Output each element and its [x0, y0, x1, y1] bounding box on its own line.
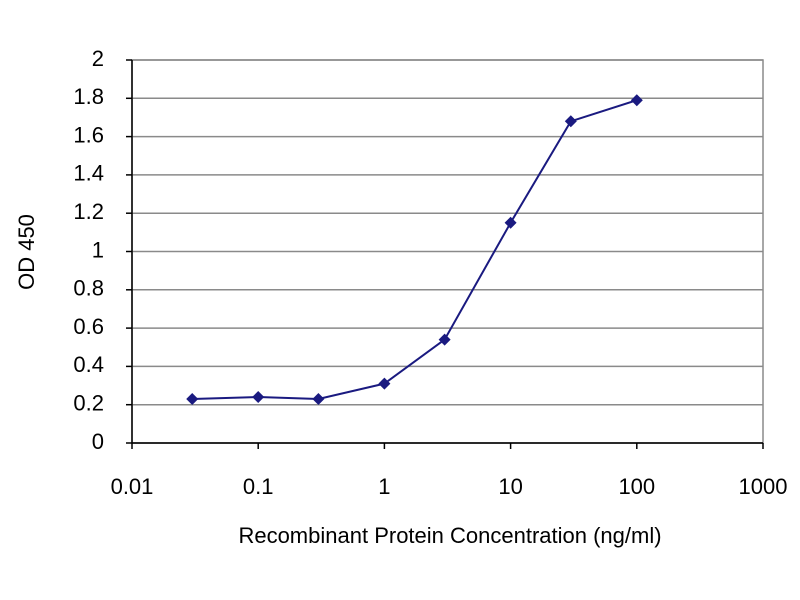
y-tick-label: 1.8 [73, 84, 104, 109]
y-tick-label: 0.4 [73, 352, 104, 377]
data-point [630, 94, 643, 107]
data-point [312, 392, 325, 405]
data-point [504, 216, 517, 229]
x-tick-label: 10 [498, 474, 522, 499]
x-tick-label: 1000 [739, 474, 788, 499]
data-point [252, 391, 265, 404]
y-tick-label: 0 [92, 429, 104, 454]
x-tick-label: 100 [618, 474, 655, 499]
x-tick-label: 1 [378, 474, 390, 499]
y-tick-label: 0.8 [73, 276, 104, 301]
y-tick-label: 0.2 [73, 391, 104, 416]
data-line [192, 99, 638, 400]
x-tick-label: 0.1 [243, 474, 274, 499]
data-point [438, 333, 451, 346]
y-axis-label: OD 450 [14, 214, 39, 290]
y-tick-label: 1 [92, 237, 104, 262]
y-tick-label: 2 [92, 46, 104, 71]
x-tick-label: 0.01 [111, 474, 154, 499]
data-point [186, 392, 199, 405]
y-tick-label: 1.4 [73, 161, 104, 186]
data-point [564, 115, 577, 128]
data-point [378, 377, 391, 390]
y-tick-label: 0.6 [73, 314, 104, 339]
y-tick-label: 1.2 [73, 199, 104, 224]
y-tick-label: 1.6 [73, 122, 104, 147]
x-axis-label: Recombinant Protein Concentration (ng/ml… [238, 523, 661, 548]
